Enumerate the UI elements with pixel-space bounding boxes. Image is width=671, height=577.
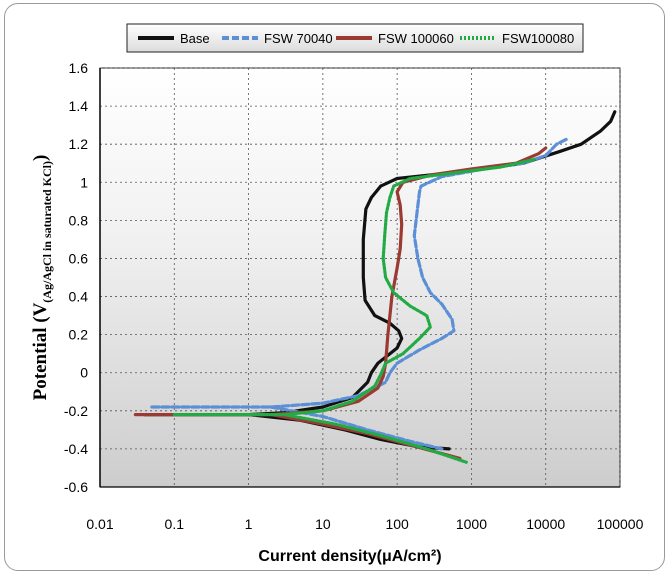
x-tick-label: 0.1 [165, 516, 185, 532]
legend-label: FSW100080 [502, 31, 574, 46]
x-axis-label: Current density(μA/cm²) [258, 548, 441, 565]
y-tick-label: 0.4 [69, 289, 89, 305]
legend-label: FSW 100060 [378, 31, 454, 46]
legend: Base FSW 70040 FSW 100060 FSW100080 [126, 23, 584, 53]
y-tick-label: 0.8 [69, 212, 89, 228]
series-fsw100080 [172, 157, 536, 464]
x-tick-label: 1 [245, 516, 253, 532]
y-tick-label: 0.2 [69, 327, 89, 343]
y-tick-label: 0 [80, 365, 88, 381]
legend-label: Base [180, 31, 210, 46]
y-tick-label: -0.4 [64, 441, 88, 457]
x-tick-label: 10000 [526, 516, 565, 532]
y-axis-label-sub: (Ag/AgCl in saturated KCl) [40, 161, 54, 303]
y-tick-label: 1.4 [69, 98, 89, 114]
y-tick-labels: -0.6 -0.4 -0.2 0 0.2 0.4 0.6 0.8 1 1.2 1.4 1.6 [64, 60, 88, 495]
y-tick-label: 0.6 [69, 250, 89, 266]
y-axis-label: Potential (V(Ag/AgCl in saturated KCl)) [30, 155, 54, 401]
series-layer [133, 110, 617, 464]
y-tick-label: -0.2 [64, 403, 88, 419]
x-tick-label: 1000 [456, 516, 487, 532]
axes [99, 68, 620, 488]
y-axis-label-main: Potential (V [30, 302, 51, 400]
y-tick-label: 1.2 [69, 136, 89, 152]
y-tick-label: 1.6 [69, 60, 89, 76]
x-tick-label: 10 [315, 516, 331, 532]
y-axis-label-end: ) [30, 155, 51, 161]
series-line-anodic [172, 157, 536, 417]
legend-label: FSW 70040 [264, 31, 333, 46]
x-tick-label: 100 [385, 516, 409, 532]
y-tick-label: 1 [80, 174, 88, 190]
x-tick-labels: 0.01 0.1 1 10 100 1000 10000 100000 [86, 516, 643, 532]
x-tick-label: 100000 [597, 516, 644, 532]
y-tick-label: -0.6 [64, 479, 88, 495]
plot-area [99, 67, 621, 488]
x-tick-label: 0.01 [86, 516, 113, 532]
series-line-cathodic [282, 413, 468, 464]
